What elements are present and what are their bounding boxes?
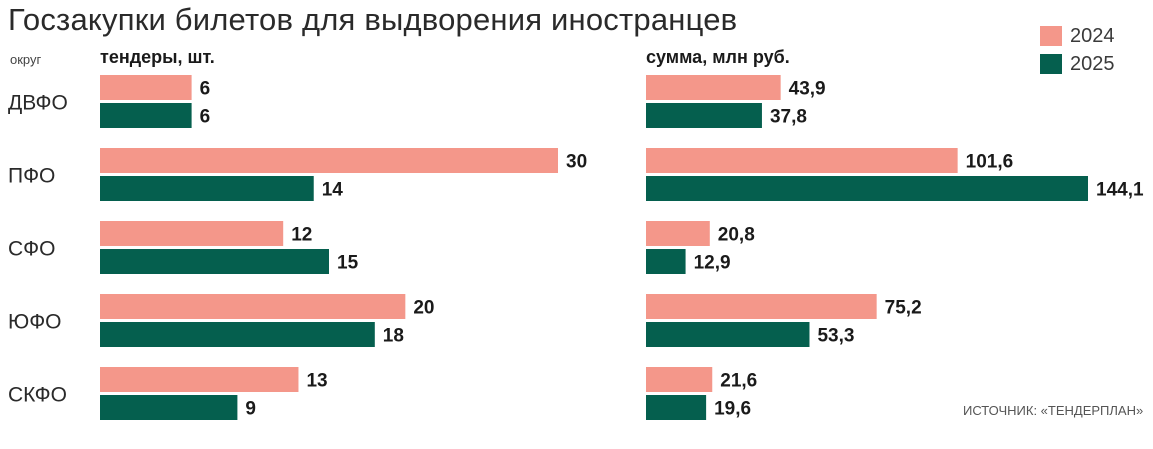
legend-swatch-2024: [1040, 26, 1062, 46]
data-label: 30: [566, 152, 587, 173]
data-label: 101,6: [966, 152, 1014, 173]
legend-label-2024: 2024: [1070, 24, 1115, 47]
bar-amount-2025: [646, 395, 707, 420]
data-label: 9: [245, 399, 256, 420]
bar-amount-2025: [646, 322, 810, 347]
panel-title-tenders: тендеры, шт.: [100, 47, 215, 67]
bar-tenders-2025: [100, 103, 192, 128]
bar-amount-2024: [646, 148, 958, 173]
data-label: 21,6: [720, 371, 757, 392]
chart-title: Госзакупки билетов для выдворения иностр…: [8, 2, 738, 37]
data-label: 20,8: [718, 225, 755, 246]
bar-amount-2025: [646, 249, 686, 274]
data-label: 20: [413, 298, 434, 319]
source-note: ИСТОЧНИК: «ТЕНДЕРПЛАН»: [963, 403, 1144, 418]
category-label: СФО: [8, 238, 55, 261]
category-label: ДВФО: [8, 92, 68, 115]
bar-tenders-2024: [100, 294, 406, 319]
bar-tenders-2025: [100, 176, 314, 201]
data-label: 53,3: [817, 326, 854, 347]
bar-tenders-2025: [100, 395, 238, 420]
data-label: 19,6: [714, 399, 751, 420]
data-label: 6: [200, 79, 211, 100]
data-label: 13: [306, 371, 327, 392]
category-label: ЮФО: [8, 311, 62, 334]
bar-tenders-2024: [100, 75, 192, 100]
bar-amount-2025: [646, 176, 1088, 201]
legend-item-2025: 2025: [1040, 50, 1115, 78]
data-label: 14: [322, 180, 344, 201]
data-label: 12,9: [694, 253, 731, 274]
category-label: ПФО: [8, 165, 55, 188]
data-label: 144,1: [1096, 180, 1144, 201]
data-label: 75,2: [885, 298, 922, 319]
legend-item-2024: 2024: [1040, 22, 1115, 50]
category-label: СКФО: [8, 384, 67, 407]
data-label: 6: [200, 107, 211, 128]
data-label: 18: [383, 326, 404, 347]
legend: 2024 2025: [1040, 22, 1115, 78]
data-label: 37,8: [770, 107, 807, 128]
bar-tenders-2024: [100, 221, 284, 246]
bar-tenders-2024: [100, 148, 558, 173]
legend-swatch-2025: [1040, 54, 1062, 74]
bar-amount-2024: [646, 294, 877, 319]
bar-amount-2024: [646, 75, 781, 100]
legend-label-2025: 2025: [1070, 52, 1115, 75]
district-column-header: округ: [10, 52, 42, 67]
bar-tenders-2025: [100, 322, 375, 347]
bar-tenders-2024: [100, 367, 299, 392]
bar-amount-2025: [646, 103, 762, 128]
data-label: 12: [291, 225, 312, 246]
panel-title-amount: сумма, млн руб.: [646, 47, 790, 67]
bar-tenders-2025: [100, 249, 329, 274]
data-label: 15: [337, 253, 359, 274]
data-label: 43,9: [789, 79, 826, 100]
bar-amount-2024: [646, 367, 713, 392]
bar-amount-2024: [646, 221, 710, 246]
